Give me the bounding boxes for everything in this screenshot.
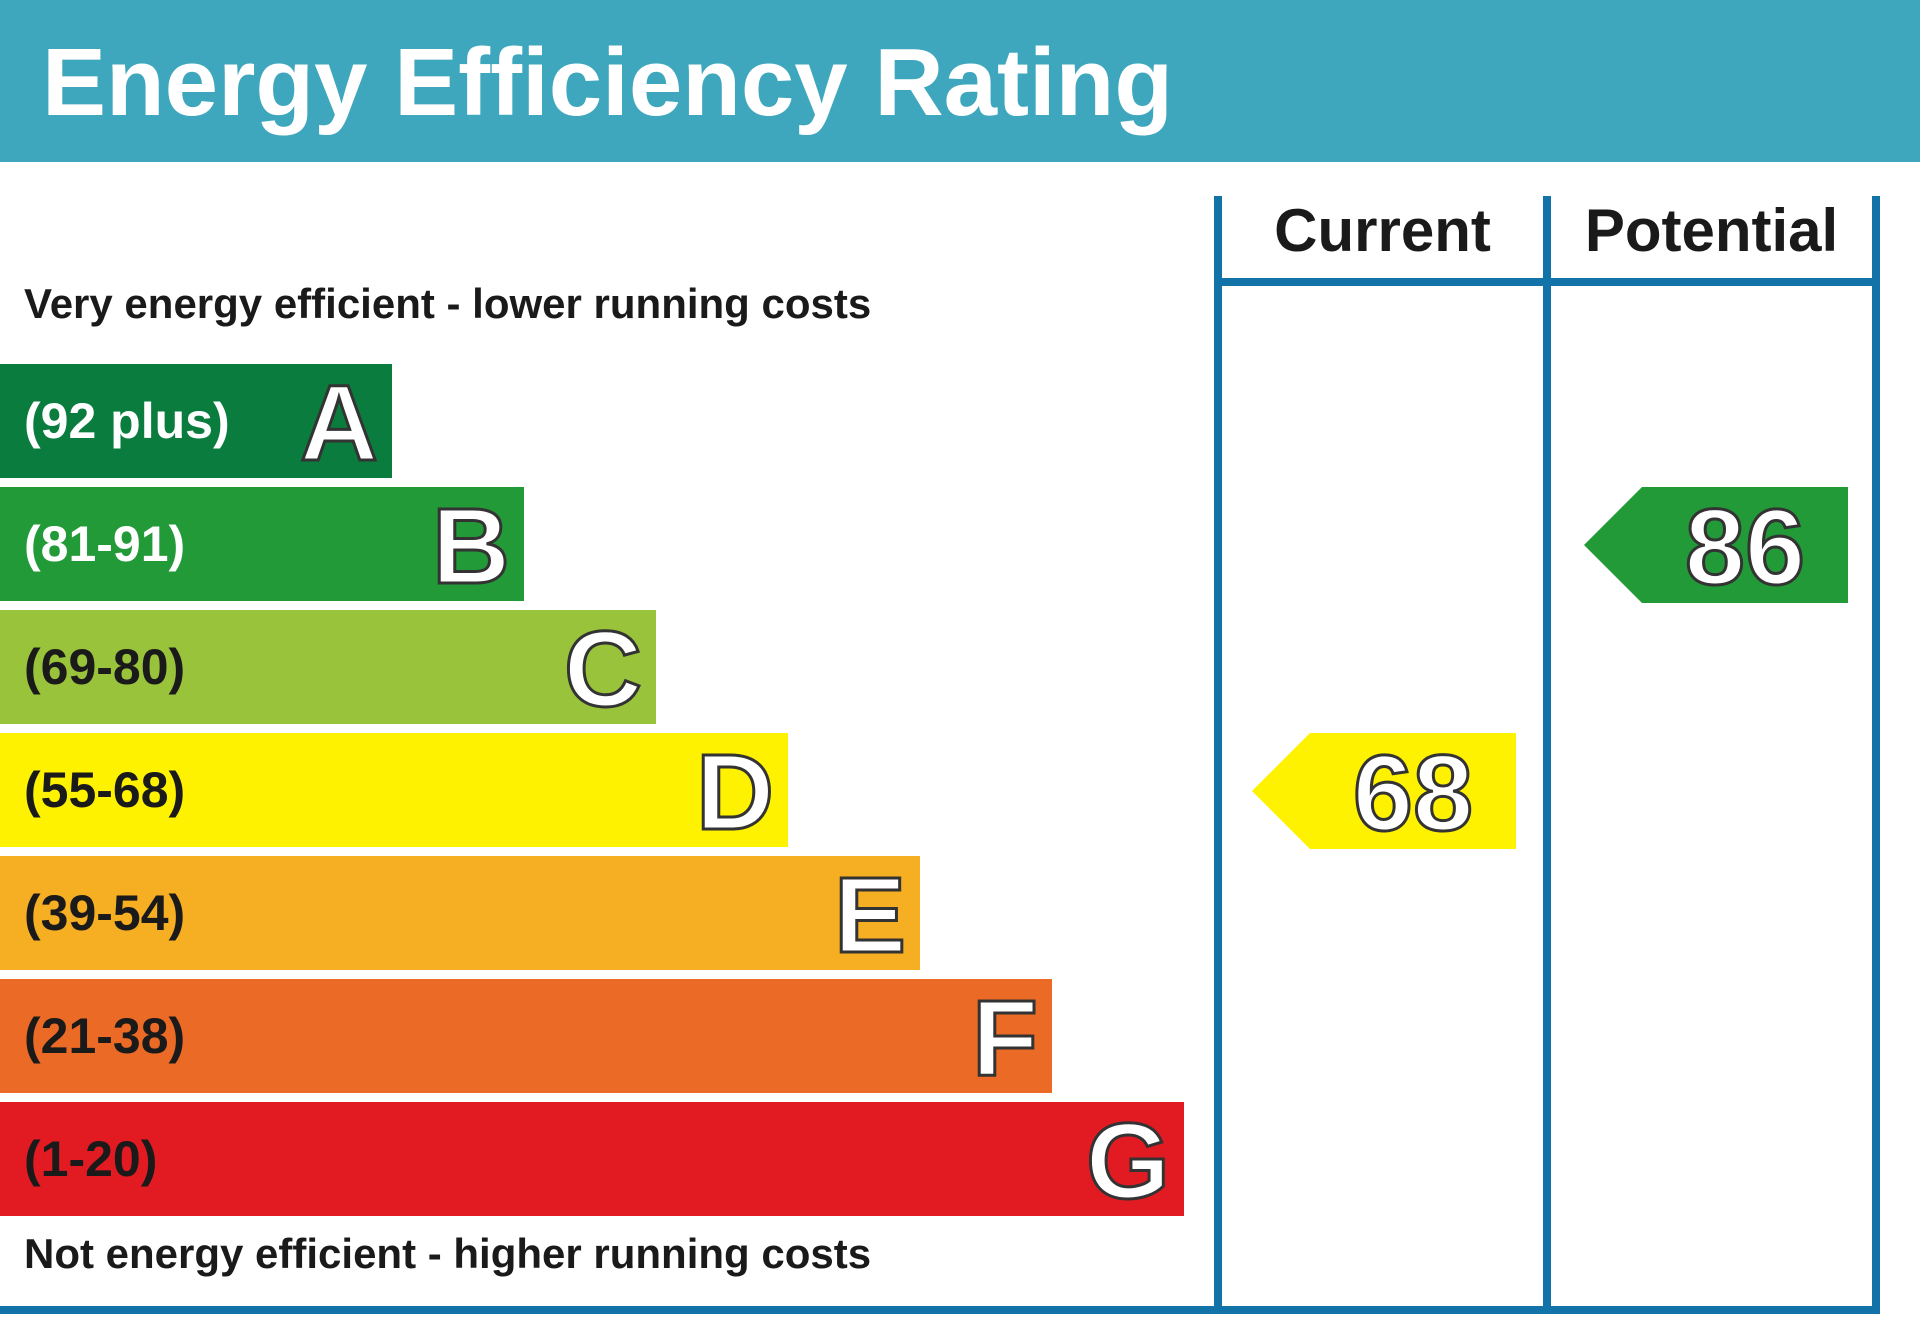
band-letter: D bbox=[695, 731, 776, 852]
band-d: (55-68) D bbox=[0, 731, 788, 852]
frame-bottom-line bbox=[0, 1306, 1880, 1314]
header-underline bbox=[1214, 278, 1880, 286]
band-b: (81-91) B bbox=[0, 485, 524, 606]
potential-column-header: Potential bbox=[1584, 197, 1839, 264]
band-range-label: (39-54) bbox=[24, 885, 186, 941]
title-bar: Energy Efficiency Rating bbox=[0, 0, 1920, 162]
current-rating-arrow: 68 bbox=[1252, 731, 1516, 854]
band-range-label: (1-20) bbox=[24, 1131, 158, 1187]
potential-rating-arrow-polygon bbox=[1584, 487, 1848, 603]
band-g: (1-20) G bbox=[0, 1100, 1184, 1221]
band-a: (92 plus) A bbox=[0, 362, 392, 483]
band-range-label: (81-91) bbox=[24, 516, 186, 572]
potential-rating-arrow: 86 bbox=[1584, 485, 1848, 608]
frame-right-line bbox=[1872, 196, 1880, 1308]
current-rating-arrow-value: 68 bbox=[1351, 731, 1474, 854]
potential-rating-arrow-shape bbox=[1584, 487, 1848, 603]
current-rating-arrow-polygon bbox=[1252, 733, 1516, 849]
band-letter: A bbox=[299, 362, 380, 483]
band-e: (39-54) E bbox=[0, 854, 920, 975]
current-column-header: Current bbox=[1274, 197, 1491, 264]
frame-left-line bbox=[1214, 196, 1222, 1308]
band-letter: F bbox=[971, 977, 1040, 1098]
band-range-label: (92 plus) bbox=[24, 393, 230, 449]
current-rating-arrow-shape bbox=[1252, 733, 1516, 849]
bottom-caption: Not energy efficient - higher running co… bbox=[24, 1230, 872, 1277]
frame-middle-line bbox=[1543, 196, 1551, 1308]
potential-rating-arrow-value: 86 bbox=[1683, 485, 1806, 608]
band-letter: C bbox=[563, 608, 644, 729]
band-c: (69-80) C bbox=[0, 608, 656, 729]
band-letter: G bbox=[1084, 1100, 1171, 1221]
band-letter: B bbox=[431, 485, 512, 606]
band-range-label: (69-80) bbox=[24, 639, 186, 695]
chart-title: Energy Efficiency Rating bbox=[42, 29, 1173, 136]
band-range-label: (55-68) bbox=[24, 762, 186, 818]
band-f: (21-38) F bbox=[0, 977, 1052, 1098]
band-range-label: (21-38) bbox=[24, 1008, 186, 1064]
top-caption: Very energy efficient - lower running co… bbox=[24, 280, 872, 327]
band-letter: E bbox=[832, 854, 907, 975]
